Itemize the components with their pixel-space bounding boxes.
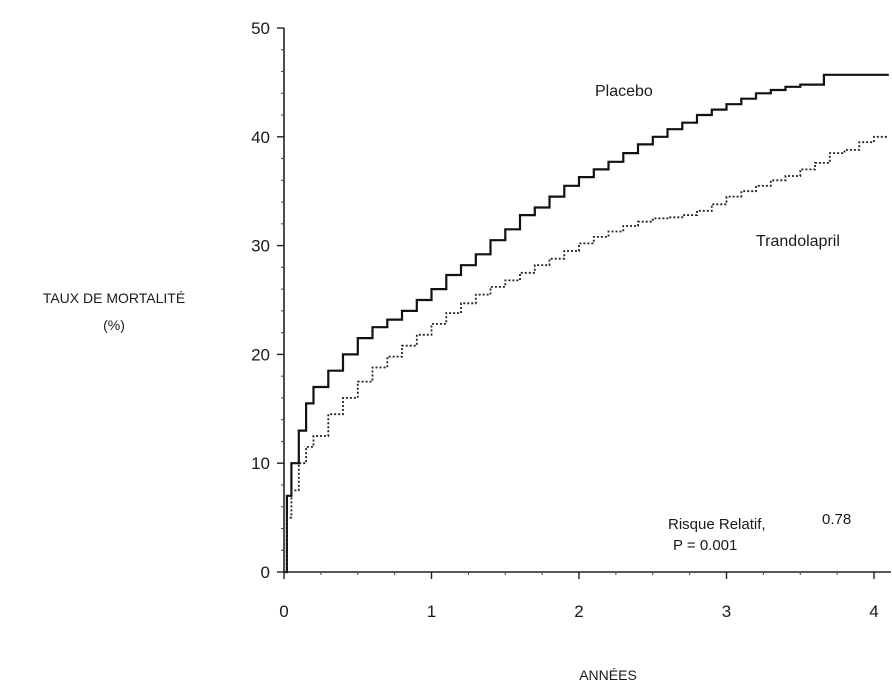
axes: 0 10 20 30 40 50 0 1 2 3 4 (251, 19, 891, 621)
relative-risk-label: Risque Relatif, (668, 516, 766, 533)
series-line-trandolapril (284, 135, 889, 573)
x-tick-label: 4 (869, 602, 878, 621)
series-layer (284, 73, 889, 574)
x-tick-label: 2 (574, 602, 583, 621)
y-tick-label: 40 (251, 128, 270, 147)
y-axis-title-line1: TAUX DE MORTALITÉ (43, 290, 185, 306)
series-line-placebo (284, 73, 889, 574)
p-value-label: P = 0.001 (673, 537, 737, 554)
series-label-trandolapril: Trandolapril (756, 233, 840, 250)
relative-risk-value: 0.78 (822, 511, 851, 528)
y-tick-label: 10 (251, 454, 270, 473)
y-tick-label: 20 (251, 345, 270, 364)
y-tick-label: 50 (251, 19, 270, 38)
x-tick-label: 1 (427, 602, 436, 621)
x-axis-title: ANNÉES (579, 667, 637, 683)
y-tick-label: 30 (251, 237, 270, 256)
y-axis-title-line2: (%) (103, 317, 125, 333)
x-tick-label: 0 (279, 602, 288, 621)
x-tick-label: 3 (722, 602, 731, 621)
series-label-placebo: Placebo (595, 83, 653, 100)
y-tick-label: 0 (261, 563, 270, 582)
